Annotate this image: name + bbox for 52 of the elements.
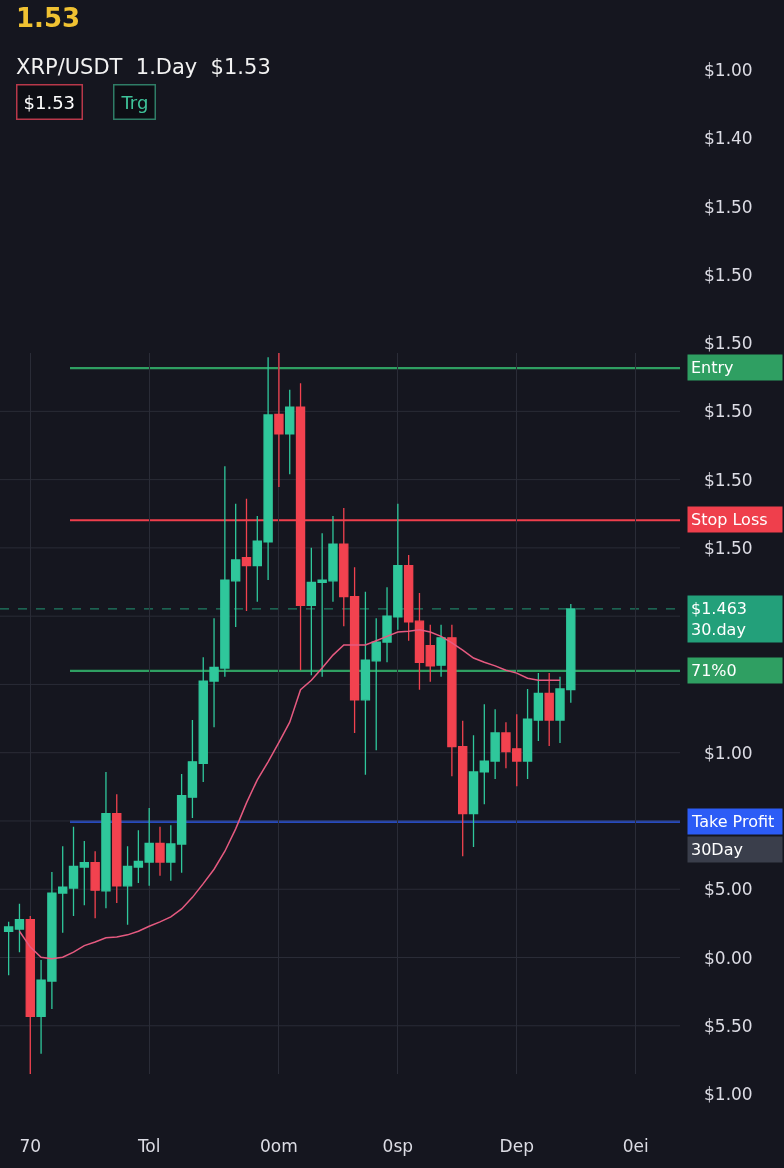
candlestick [122, 845, 133, 926]
text: $5.00 [704, 879, 753, 899]
candlestick [112, 793, 122, 904]
text: 30Day [691, 840, 743, 859]
ref-line-label: Entry [691, 358, 734, 377]
candlestick [79, 840, 90, 906]
candlestick [68, 826, 79, 917]
candlestick [187, 719, 198, 819]
ref-line-label: $1.463 30.day [691, 599, 747, 639]
candlestick [436, 624, 446, 678]
x-tick-label: 0ei [622, 1136, 649, 1156]
candlestick [274, 353, 284, 488]
text: $1.50 [704, 265, 753, 285]
text: $1.53 [23, 91, 76, 113]
candlestick [14, 903, 25, 953]
text: $1.50 [704, 401, 753, 421]
candlestick [101, 771, 111, 909]
chart-subtitle: XRP/USDT 1.Day $1.53 [16, 55, 271, 80]
chart-title: 1.53 [16, 3, 81, 34]
text: $1.40 [704, 128, 753, 148]
text: $5.50 [704, 1016, 753, 1036]
candlestick [468, 734, 479, 848]
candlestick [285, 389, 295, 475]
text: $0.00 [704, 948, 753, 968]
x-tick-label: 70 [19, 1136, 42, 1156]
text: $1.00 [704, 743, 753, 763]
ref-line-label: Stop Loss [691, 510, 768, 529]
candlestick [90, 850, 100, 919]
x-tick-label: Dep [499, 1136, 534, 1156]
text: $1.00 [704, 60, 753, 80]
x-tick-label: 0om [260, 1136, 298, 1156]
candlestick [3, 921, 14, 976]
candlestick [544, 672, 554, 747]
candlestick [425, 624, 435, 683]
candlestick [414, 592, 425, 691]
candlestick [522, 688, 533, 780]
text: $1.50 [704, 333, 753, 353]
x-tick-label: Tol [136, 1136, 161, 1156]
text: $1.50 [704, 470, 753, 490]
text: $1.00 [704, 1084, 753, 1104]
candlestick [155, 826, 165, 877]
candlestick [403, 554, 414, 642]
ref-line-label: Take Profit [691, 812, 775, 831]
candlestick [349, 566, 360, 734]
candlestick [360, 591, 371, 776]
candlestick [25, 915, 35, 1074]
text: Trg [120, 91, 149, 113]
text: 71%0 [691, 661, 737, 680]
text: $1.50 [704, 538, 753, 558]
candlestick [533, 672, 544, 742]
text: $1.50 [704, 197, 753, 217]
x-tick-label: 0sp [382, 1136, 414, 1156]
